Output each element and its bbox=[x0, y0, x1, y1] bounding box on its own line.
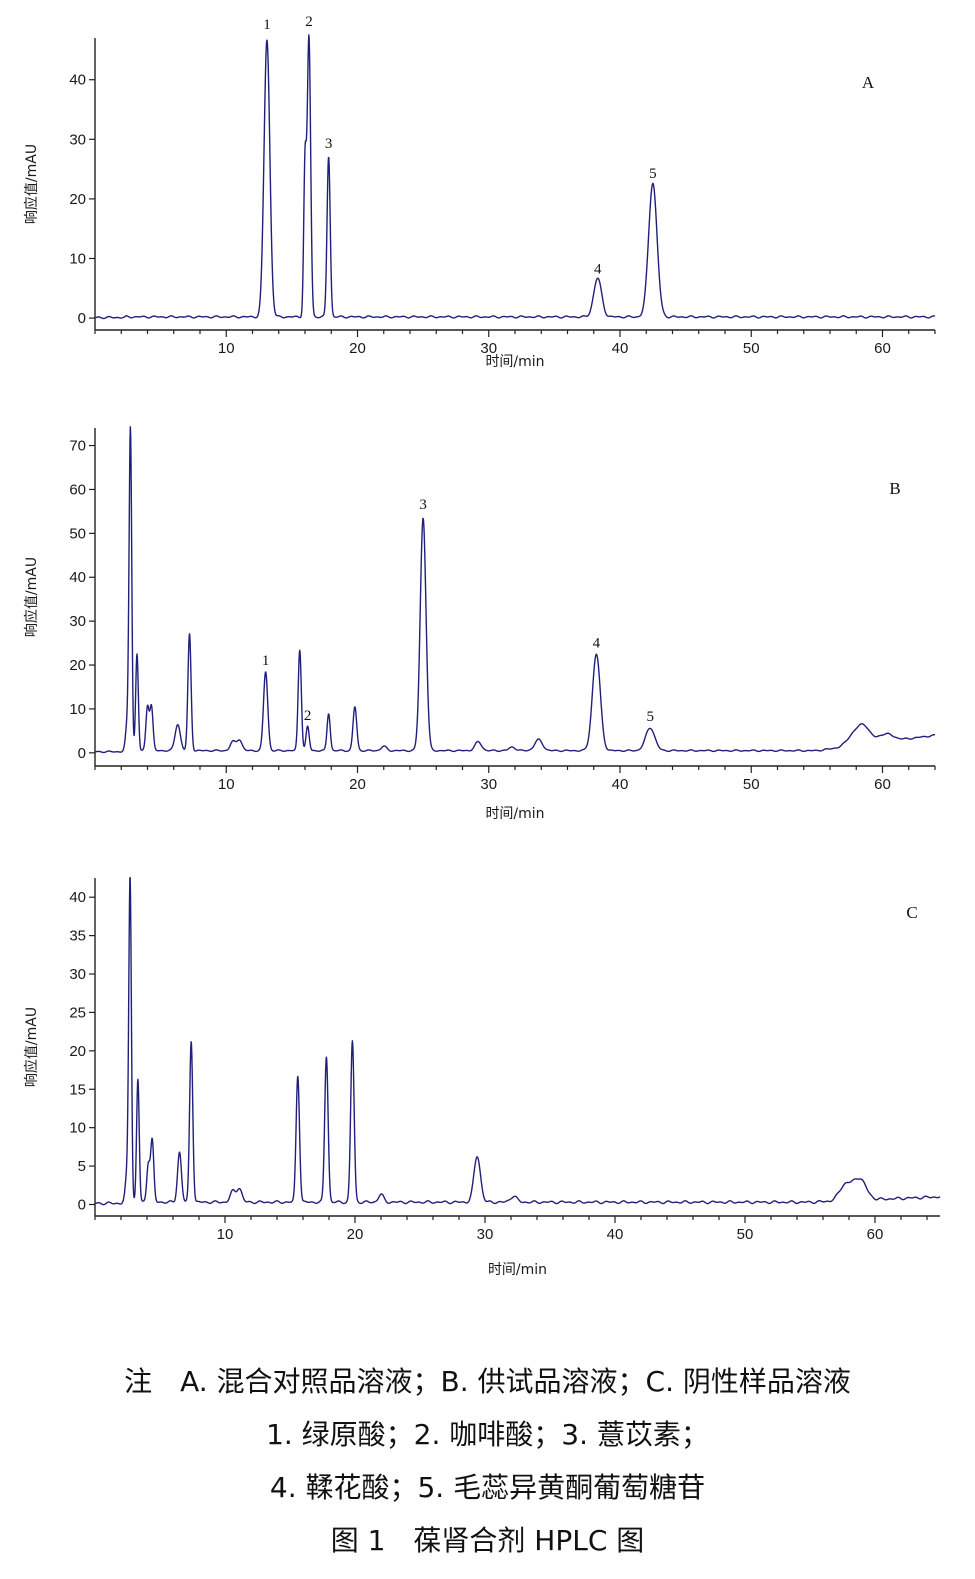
x-tick-label: 60 bbox=[874, 776, 891, 793]
chromatogram-trace bbox=[94, 426, 936, 754]
peak-label: 2 bbox=[304, 708, 312, 724]
peak-label: 4 bbox=[594, 261, 602, 277]
chromatogram-panel-c: 10 20 30 40 50 60 0 5 10 15 20 25 30 35 40 时间/min 响应值/mA… bbox=[23, 876, 941, 1278]
panel-letter: A bbox=[862, 73, 875, 92]
y-tick-label: 20 bbox=[69, 1043, 86, 1060]
chromatogram-panel-b: 10 20 30 40 50 60 0 10 20 30 40 50 60 70 时间/min 响应值/mAU… bbox=[23, 426, 936, 822]
y-tick-label: 70 bbox=[69, 438, 86, 455]
x-tick-label: 50 bbox=[743, 340, 760, 357]
chromatogram-trace bbox=[94, 34, 936, 320]
peak-label: 1 bbox=[263, 17, 271, 33]
x-tick-label: 50 bbox=[737, 1226, 754, 1243]
peak-label: 2 bbox=[305, 14, 313, 30]
chromatogram-panel-a: 10 20 30 40 50 60 0 10 20 30 40 时间/min 响应值/mAU A 1 2 3 4 5 bbox=[23, 14, 936, 370]
peak-label: 5 bbox=[649, 166, 657, 182]
figure-note-line: 注 A. 混合对照品溶液；B. 供试品溶液；C. 阴性样品溶液 bbox=[124, 1365, 851, 1398]
peak-label: 4 bbox=[593, 635, 601, 651]
y-tick-label: 60 bbox=[69, 481, 86, 498]
x-tick-label: 10 bbox=[217, 1226, 234, 1243]
y-tick-label: 20 bbox=[69, 191, 86, 208]
x-tick-label: 10 bbox=[218, 776, 235, 793]
x-tick-label: 20 bbox=[349, 340, 366, 357]
x-axis-title: 时间/min bbox=[488, 1262, 547, 1278]
x-tick-label: 40 bbox=[612, 776, 629, 793]
chromatogram-trace bbox=[94, 876, 941, 1206]
y-tick-label: 15 bbox=[69, 1081, 86, 1098]
panel-letter: C bbox=[906, 903, 917, 922]
y-tick-label: 10 bbox=[69, 701, 86, 718]
y-tick-label: 0 bbox=[78, 1196, 86, 1213]
panel-letter: B bbox=[889, 479, 900, 498]
y-tick-label: 10 bbox=[69, 1120, 86, 1137]
y-tick-label: 20 bbox=[69, 657, 86, 674]
y-tick-label: 40 bbox=[69, 72, 86, 89]
y-tick-label: 30 bbox=[69, 966, 86, 983]
y-tick-label: 30 bbox=[69, 131, 86, 148]
x-tick-label: 60 bbox=[867, 1226, 884, 1243]
peak-label: 5 bbox=[646, 709, 654, 725]
y-tick-label: 0 bbox=[78, 310, 86, 327]
peak-label: 1 bbox=[262, 653, 270, 669]
y-tick-label: 25 bbox=[69, 1004, 86, 1021]
x-tick-label: 30 bbox=[480, 776, 497, 793]
x-tick-label: 30 bbox=[480, 340, 497, 357]
x-tick-label: 20 bbox=[347, 1226, 364, 1243]
y-tick-label: 40 bbox=[69, 569, 86, 586]
x-tick-label: 50 bbox=[743, 776, 760, 793]
x-axis-title: 时间/min bbox=[485, 354, 544, 370]
y-axis-title: 响应值/mAU bbox=[23, 1007, 40, 1087]
y-tick-label: 10 bbox=[69, 250, 86, 267]
x-tick-label: 40 bbox=[612, 340, 629, 357]
peak-label: 3 bbox=[419, 497, 427, 513]
x-tick-label: 60 bbox=[874, 340, 891, 357]
peak-label: 3 bbox=[325, 136, 333, 152]
x-tick-label: 30 bbox=[477, 1226, 494, 1243]
y-axis-title: 响应值/mAU bbox=[23, 144, 40, 224]
y-tick-label: 35 bbox=[69, 928, 86, 945]
x-tick-label: 10 bbox=[218, 340, 235, 357]
x-tick-label: 20 bbox=[349, 776, 366, 793]
y-tick-label: 0 bbox=[78, 745, 86, 762]
figure-title: 图 1 葆肾合剂 HPLC 图 bbox=[330, 1524, 645, 1557]
peak-legend-line-1: 1. 绿原酸；2. 咖啡酸；3. 薏苡素； bbox=[266, 1418, 709, 1451]
x-axis-title: 时间/min bbox=[485, 806, 544, 822]
y-tick-label: 5 bbox=[78, 1158, 86, 1175]
y-tick-label: 50 bbox=[69, 525, 86, 542]
peak-legend-line-2: 4. 鞣花酸；5. 毛蕊异黄酮葡萄糖苷 bbox=[269, 1471, 706, 1504]
x-tick-label: 40 bbox=[607, 1226, 624, 1243]
y-tick-label: 40 bbox=[69, 889, 86, 906]
y-axis-title: 响应值/mAU bbox=[23, 557, 40, 637]
y-tick-label: 30 bbox=[69, 613, 86, 630]
